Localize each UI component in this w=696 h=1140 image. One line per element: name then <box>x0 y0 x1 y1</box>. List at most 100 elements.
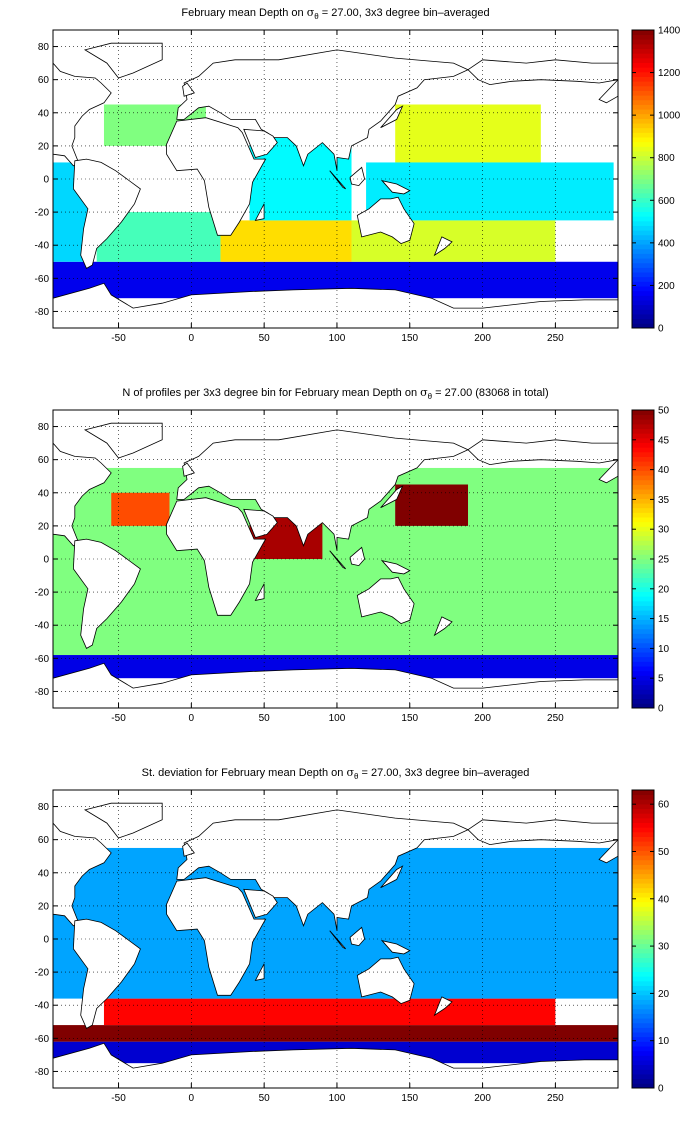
colorbar-step <box>632 855 654 861</box>
land-mass-6 <box>598 839 618 864</box>
x-tick-label: 150 <box>401 333 418 344</box>
colorbar-step <box>632 179 654 185</box>
y-tick-label: 40 <box>38 108 50 119</box>
colorbar-step <box>632 568 654 574</box>
colorbar-step <box>632 1064 654 1070</box>
colorbar-step <box>632 985 654 991</box>
colorbar-step <box>632 647 654 653</box>
colorbar-step <box>632 864 654 870</box>
colorbar-step <box>632 1046 654 1052</box>
colorbar-step <box>632 572 654 579</box>
colorbar-step <box>632 698 654 704</box>
land-mass-12 <box>349 926 366 947</box>
colorbar-step <box>632 39 654 45</box>
colorbar-step <box>632 859 654 865</box>
colorbar-step <box>632 225 654 231</box>
colorbar-step <box>632 192 654 199</box>
x-tick-label: 0 <box>189 333 195 344</box>
land-mass-15 <box>433 996 453 1017</box>
colorbar-tick-label: 1000 <box>658 111 681 122</box>
colorbar-step <box>632 1050 654 1056</box>
colorbar-step <box>632 878 654 884</box>
colorbar-step <box>632 272 654 278</box>
colorbar-step <box>632 104 654 110</box>
x-tick-label: 100 <box>329 713 346 724</box>
colorbar-step <box>632 318 654 324</box>
colorbar-step <box>632 479 654 485</box>
colorbar-step <box>632 526 654 532</box>
colorbar-step <box>632 957 654 963</box>
colorbar-tick-label: 400 <box>658 238 675 249</box>
colorbar-step <box>632 220 654 226</box>
land-mass-14 <box>380 105 404 129</box>
title-sigma: σ <box>346 766 354 779</box>
map-panel-1: February mean Depth on σθ = 27.00, 3x3 d… <box>35 6 681 344</box>
colorbar-step <box>632 535 654 541</box>
y-tick-label: -40 <box>35 1001 50 1012</box>
colorbar-step <box>632 813 654 819</box>
colorbar-step <box>632 966 654 972</box>
y-tick-label: -20 <box>35 968 50 979</box>
colorbar-step <box>632 498 654 504</box>
land-mass-16 <box>182 842 195 857</box>
colorbar-step <box>632 948 654 954</box>
colorbar-step <box>632 694 654 700</box>
colorbar-step <box>632 141 654 147</box>
colorbar-step <box>632 295 654 301</box>
y-tick-label: -60 <box>35 274 50 285</box>
colorbar-tick-label: 10 <box>658 644 670 655</box>
colorbar-step <box>632 684 654 690</box>
y-tick-label: -80 <box>35 687 50 698</box>
colorbar-step <box>632 670 654 676</box>
y-tick-label: -40 <box>35 621 50 632</box>
x-tick-label: -50 <box>111 713 126 724</box>
colorbar-step <box>632 160 654 166</box>
land-mass-12 <box>349 546 366 567</box>
colorbar-step <box>632 137 654 143</box>
colorbar-step <box>632 577 654 583</box>
colorbar-step <box>632 304 654 310</box>
colorbar-tick-label: 20 <box>658 989 670 1000</box>
colorbar-step <box>632 591 654 597</box>
land-mass-1 <box>53 822 112 927</box>
colorbar-step <box>632 939 654 945</box>
land-mass-11 <box>380 940 411 955</box>
colorbar-step <box>632 62 654 68</box>
colorbar-step <box>632 216 654 222</box>
colorbar-step <box>632 414 654 420</box>
land-mass-6 <box>598 79 618 104</box>
land-mass-7 <box>166 117 267 236</box>
colorbar-step <box>632 803 654 810</box>
land-mass-3 <box>83 422 163 459</box>
colorbar-step <box>632 1074 654 1080</box>
colorbar-step <box>632 600 654 606</box>
y-tick-label: 20 <box>38 141 50 152</box>
land-mass-5 <box>467 439 618 466</box>
heat-region-3 <box>103 998 556 1026</box>
land-mass-16 <box>182 462 195 477</box>
panel-title: N of profiles per 3x3 degree bin for Feb… <box>122 386 548 401</box>
colorbar-step <box>632 689 654 695</box>
colorbar-step <box>632 30 654 36</box>
colorbar-step <box>632 90 654 96</box>
colorbar-step <box>632 258 654 264</box>
land-mass-10 <box>356 196 415 245</box>
land-mass-11 <box>380 180 411 195</box>
plot-area <box>53 410 618 708</box>
colorbar-step <box>632 85 654 91</box>
plot-area <box>53 790 618 1088</box>
x-tick-label: 50 <box>259 1093 271 1104</box>
colorbar-step <box>632 831 654 837</box>
colorbar-step <box>632 614 654 620</box>
y-tick-label: 40 <box>38 868 50 879</box>
colorbar-step <box>632 892 654 898</box>
colorbar-step <box>632 447 654 453</box>
colorbar-step <box>632 999 654 1005</box>
colorbar-step <box>632 197 654 203</box>
colorbar-step <box>632 76 654 82</box>
colorbar-step <box>632 433 654 439</box>
y-tick-label: 40 <box>38 488 50 499</box>
colorbar-tick-label: 30 <box>658 525 670 536</box>
colorbar-step <box>632 517 654 523</box>
y-tick-label: 20 <box>38 901 50 912</box>
